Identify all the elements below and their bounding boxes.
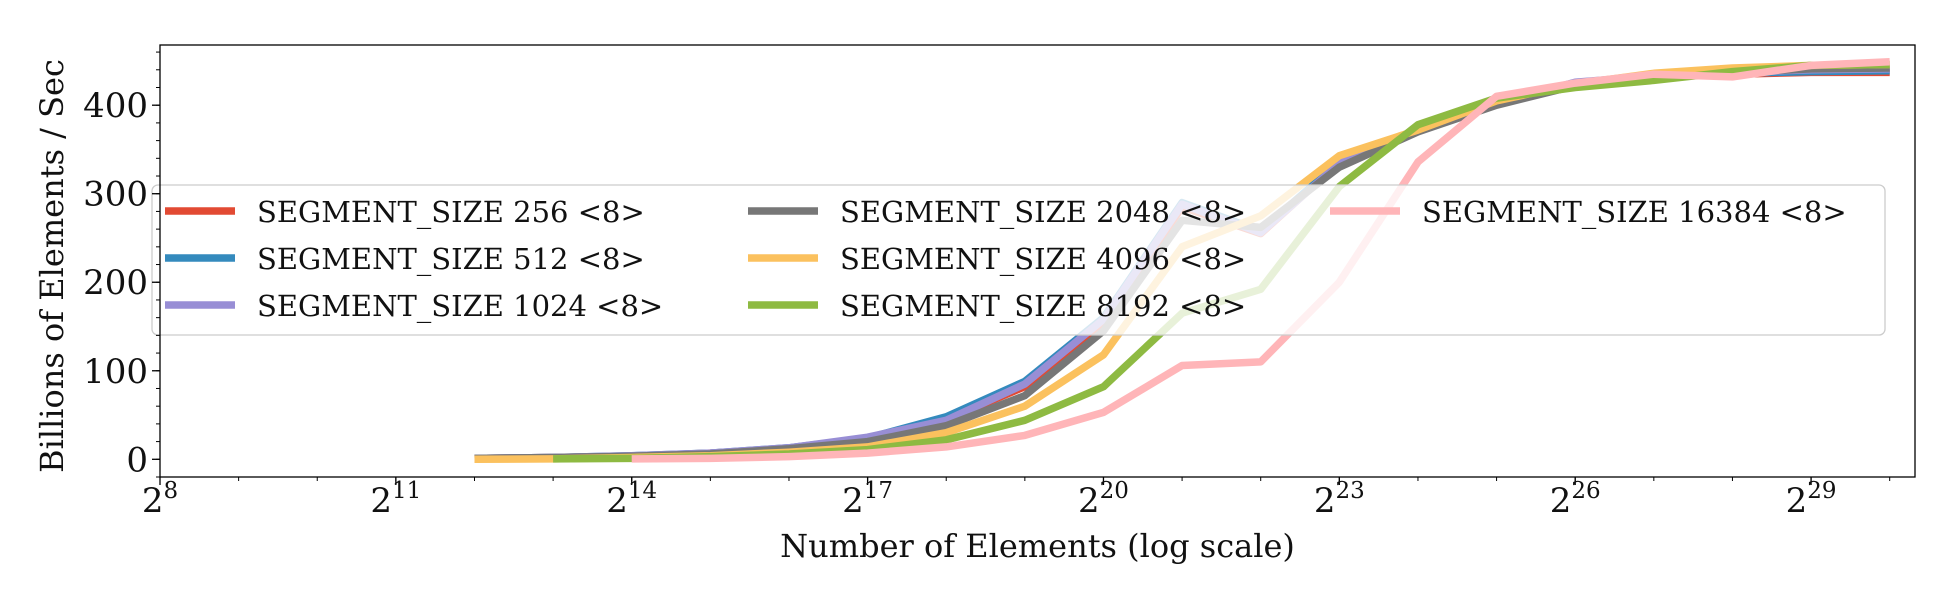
y-axis-ticks: 0 100 200 300 400 [83, 51, 160, 480]
x-tick-label: 28 [142, 478, 178, 521]
x-tick-label: 211 [370, 478, 421, 521]
axes-frame [159, 44, 1916, 478]
legend-label: SEGMENT_SIZE 2048 <8> [840, 195, 1246, 230]
x-tick-label: 223 [1314, 478, 1365, 521]
legend-label: SEGMENT_SIZE 8192 <8> [840, 289, 1246, 324]
y-tick-label: 300 [83, 175, 148, 215]
y-tick-label: 400 [83, 86, 148, 126]
y-tick-label: 100 [83, 352, 148, 392]
x-tick-label: 226 [1550, 478, 1601, 521]
series-line-7 [631, 58, 1890, 463]
legend-box [151, 184, 1886, 336]
x-tick-label: 214 [606, 478, 657, 521]
legend-label: SEGMENT_SIZE 4096 <8> [840, 242, 1246, 277]
legend: SEGMENT_SIZE 256 <8> SEGMENT_SIZE 512 <8>… [151, 184, 1886, 336]
legend-label: SEGMENT_SIZE 256 <8> [257, 195, 645, 230]
x-axis-ticks: 28 211 214 217 220 223 226 229 [142, 477, 1891, 521]
legend-label: SEGMENT_SIZE 16384 <8> [1422, 195, 1847, 230]
x-tick-label: 229 [1786, 478, 1837, 521]
x-tick-label: 220 [1078, 478, 1129, 521]
legend-label: SEGMENT_SIZE 512 <8> [257, 242, 645, 277]
y-tick-label: 200 [83, 263, 148, 303]
x-axis-label: Number of Elements (log scale) [780, 527, 1295, 565]
x-tick-label: 217 [842, 478, 893, 521]
y-tick-label: 0 [126, 440, 148, 480]
legend-label: SEGMENT_SIZE 1024 <8> [257, 289, 663, 324]
y-axis-label: Billions of Elements / Sec [33, 59, 71, 473]
